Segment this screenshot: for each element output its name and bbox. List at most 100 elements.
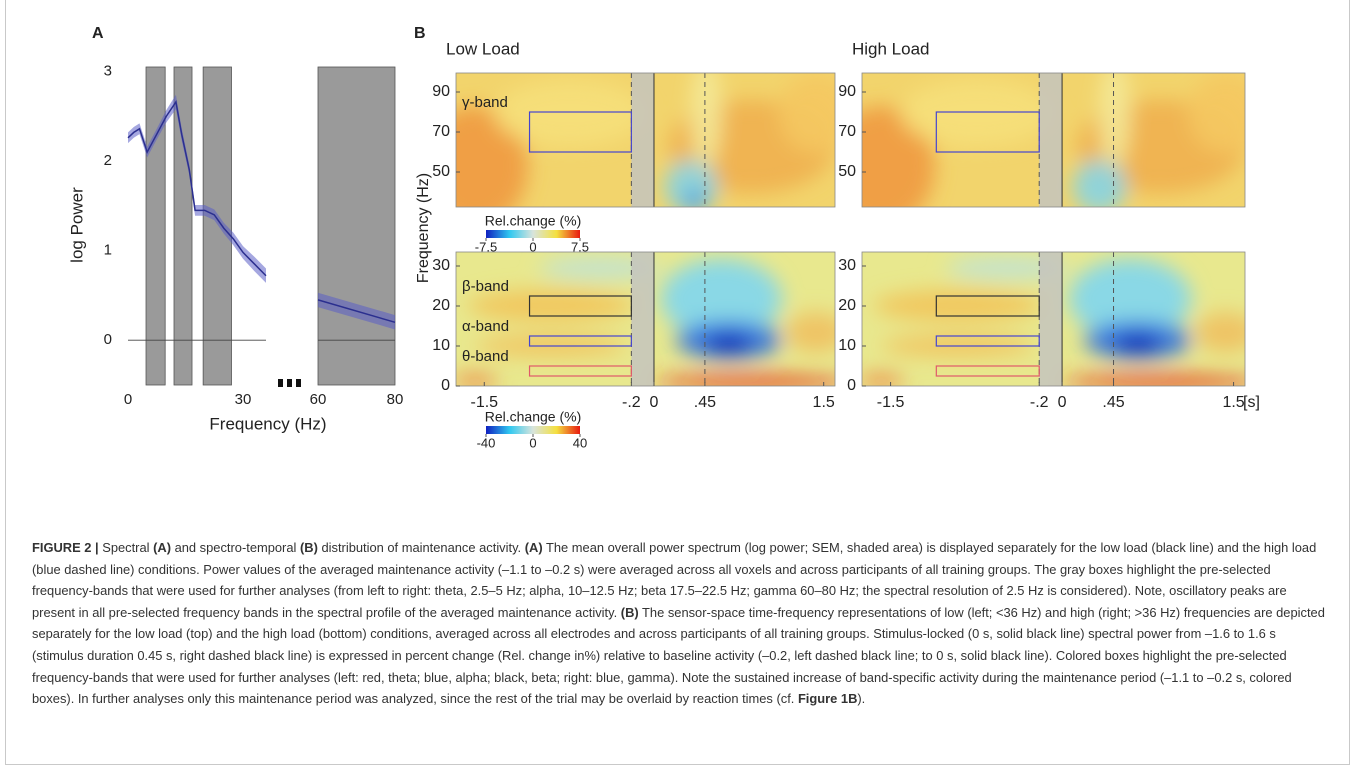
y-tick-label: 0: [441, 377, 450, 394]
condition-title: High Load: [852, 39, 930, 58]
heatmap-blob: [785, 312, 835, 353]
panel-label: B: [414, 25, 426, 42]
colorbar: [486, 230, 580, 238]
heatmap-texture: [862, 73, 1245, 207]
power-line: [317, 299, 396, 324]
axis-break: [287, 379, 292, 387]
heatmap-blob: [1068, 258, 1192, 340]
x-tick-label: -.2: [1030, 394, 1049, 411]
heatmap-blob: [690, 73, 722, 167]
x-tick-label: 0: [650, 394, 659, 411]
heatmap-blob: [706, 333, 752, 353]
heatmap-frame: [455, 251, 836, 387]
caption-bold: (B): [620, 604, 639, 620]
colorbar-label: Rel.change (%): [485, 213, 582, 229]
heatmap-blob: [660, 258, 782, 340]
caption-bold: FIGURE 2 |: [32, 540, 99, 555]
caption-text: Spectral: [98, 540, 154, 555]
colorbar-tick-label: -7.5: [475, 239, 497, 254]
heatmap-blob: [900, 79, 1054, 147]
heatmap-frame: [861, 72, 1246, 208]
y-tick-label: 50: [432, 163, 450, 180]
caption-bold: (B): [299, 540, 318, 555]
x-tick-label: -.2: [622, 394, 641, 411]
colorbar: [486, 426, 580, 434]
heatmap-frame: [455, 72, 836, 208]
heatmap-frame: [861, 251, 1246, 387]
x-tick-label: .45: [694, 394, 716, 411]
y-tick-label: 10: [432, 337, 450, 354]
colorbar-tick-label: 7.5: [571, 239, 589, 254]
heatmap-blob: [1187, 73, 1245, 154]
band-label: α-band: [462, 318, 509, 335]
baseline-period: [631, 73, 654, 207]
heatmap-blob: [778, 73, 835, 154]
y-tick-label: 0: [847, 377, 856, 394]
heatmap-blob: [456, 375, 498, 386]
frequency-band: [173, 66, 193, 386]
colorbar-tick-label: 40: [573, 435, 587, 450]
x-tick-label: 80: [387, 391, 404, 408]
y-tick-label: 90: [432, 83, 450, 100]
x-tick-label: 1.5: [1222, 394, 1244, 411]
heatmap-blob: [1114, 333, 1161, 353]
y-tick-label: 30: [838, 257, 856, 274]
baseline-period: [631, 252, 654, 386]
caption-bold: (A): [524, 540, 543, 555]
colorbar-tick-label: 0: [529, 239, 536, 254]
figure-caption: FIGURE 2 | Spectral (A) and spectro-temp…: [32, 537, 1328, 710]
heatmap-blob: [1099, 73, 1131, 167]
y-tick-label: 1: [104, 242, 112, 259]
y-tick-label: 2: [104, 152, 112, 169]
heatmap-blob: [664, 160, 718, 207]
caption-text: The sensor-space time-frequency represen…: [32, 604, 1325, 707]
condition-title: Low Load: [446, 39, 520, 58]
colorbar-tick-label: -40: [477, 435, 496, 450]
band-box: [935, 295, 1040, 317]
heatmap-blob: [1061, 375, 1245, 386]
band-box: [528, 335, 632, 347]
heatmap: [456, 252, 835, 386]
heatmap-blob: [539, 257, 661, 279]
y-tick-label: 20: [838, 297, 856, 314]
band-label: β-band: [462, 278, 509, 295]
y-axis-label: Frequency (Hz): [415, 173, 432, 283]
frequency-band: [202, 66, 232, 386]
band-box: [935, 111, 1040, 153]
band-label: γ-band: [462, 94, 508, 111]
x-tick-label: 0: [1058, 394, 1067, 411]
band-box: [528, 295, 632, 317]
baseline-period: [1039, 73, 1063, 207]
caption-text: and spectro-temporal: [171, 540, 300, 555]
y-tick-label: 0: [104, 331, 112, 348]
y-tick-label: 90: [838, 83, 856, 100]
x-axis-label: Frequency (Hz): [209, 414, 326, 433]
y-tick-label: 50: [838, 163, 856, 180]
baseline-period: [1039, 252, 1063, 386]
heatmap-blob: [862, 375, 905, 386]
heatmap-blob: [946, 257, 1069, 279]
caption-text: distribution of maintenance activity.: [317, 540, 525, 555]
heatmap-blob: [1072, 160, 1127, 207]
band-box: [528, 365, 632, 377]
y-axis-label: log Power: [67, 187, 86, 263]
y-tick-label: 3: [104, 62, 112, 79]
colorbar-label: Rel.change (%): [485, 409, 582, 425]
x-tick-label: 60: [310, 391, 327, 408]
x-tick-label: -1.5: [877, 394, 905, 411]
y-tick-label: 70: [432, 123, 450, 140]
x-tick-label: 1.5: [813, 394, 835, 411]
frequency-band: [317, 66, 396, 386]
band-box: [935, 335, 1040, 347]
x-tick-label: -1.5: [470, 394, 498, 411]
x-tick-label: 30: [235, 391, 252, 408]
caption-text: The mean overall power spectrum (log pow…: [32, 540, 1317, 620]
heatmap-blob: [653, 375, 835, 386]
panel-label: A: [92, 25, 104, 42]
band-box: [935, 365, 1040, 377]
heatmap-blob: [1195, 312, 1245, 353]
y-tick-label: 10: [838, 337, 856, 354]
caption-bold: Figure 1B: [797, 691, 858, 707]
heatmap: [456, 73, 835, 207]
